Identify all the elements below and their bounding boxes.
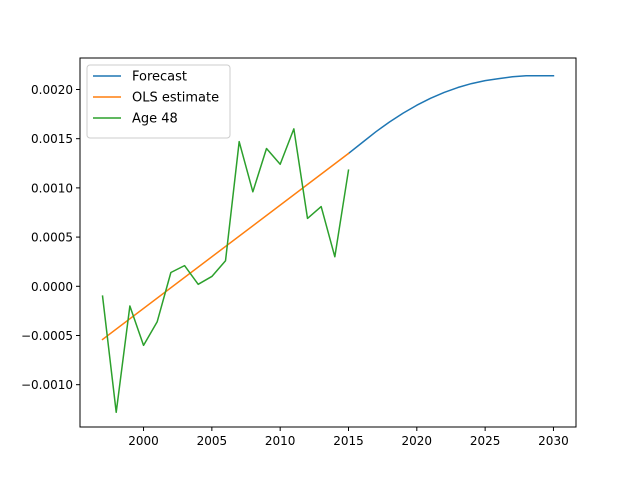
plot-frame — [79, 57, 577, 428]
x-tick-label: 2010 — [265, 434, 296, 448]
legend-label: OLS estimate — [132, 91, 219, 106]
series-layer — [101, 74, 555, 413]
legend-label: Age 48 — [132, 112, 178, 127]
y-tick-label: −0.0010 — [21, 378, 73, 392]
series-line-forecast — [347, 74, 555, 155]
x-tick-label: 2025 — [470, 434, 501, 448]
legend-label: Forecast — [132, 70, 187, 85]
x-axis: 2000 2005 2010 2015 2020 2025 2030 — [128, 427, 569, 448]
y-tick-label: 0.0010 — [31, 181, 73, 195]
y-tick-label: 0.0020 — [31, 83, 73, 97]
series-line-age-48 — [101, 128, 350, 413]
y-tick-label: −0.0005 — [21, 329, 73, 343]
y-axis: −0.0010 −0.0005 0.0000 0.0005 0.0010 0.0015 0.… — [21, 83, 80, 392]
series-line-ols-estimate — [101, 152, 350, 341]
y-tick-label: 0.0015 — [31, 132, 73, 146]
x-tick-label: 2020 — [402, 434, 433, 448]
y-tick-label: 0.0000 — [31, 280, 73, 294]
y-tick-label: 0.0005 — [31, 231, 73, 245]
x-tick-label: 2015 — [333, 434, 364, 448]
x-tick-label: 2030 — [538, 434, 569, 448]
legend-box — [86, 64, 231, 139]
x-tick-label: 2000 — [128, 434, 159, 448]
x-tick-label: 2005 — [197, 434, 228, 448]
legend: Forecast OLS estimate Age 48 — [86, 64, 231, 139]
